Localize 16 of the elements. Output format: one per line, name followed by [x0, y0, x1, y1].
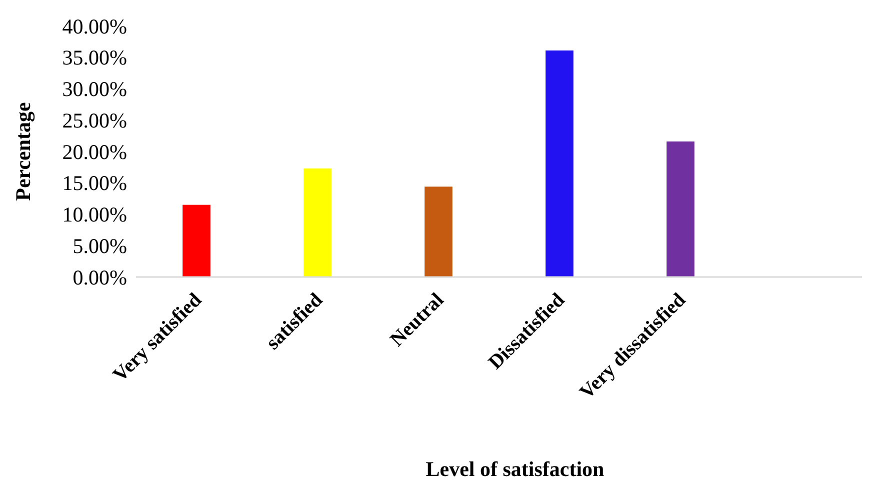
bar	[666, 141, 694, 277]
y-tick-label: 35.00%	[62, 46, 127, 70]
x-axis-title: Level of satisfaction	[426, 457, 605, 481]
bar	[304, 168, 332, 277]
y-tick-label: 10.00%	[62, 202, 127, 227]
bar	[546, 50, 574, 277]
bar	[182, 204, 210, 277]
y-tick-label: 5.00%	[72, 234, 127, 258]
bar	[424, 186, 452, 277]
y-axis-title: Percentage	[11, 102, 35, 201]
y-tick-label: 30.00%	[62, 77, 127, 102]
y-tick-label: 15.00%	[62, 171, 127, 196]
y-tick-label: 40.00%	[62, 14, 127, 38]
y-tick-label: 20.00%	[62, 140, 127, 164]
y-tick-label: 0.00%	[72, 265, 127, 290]
y-tick-label: 25.00%	[62, 108, 127, 132]
